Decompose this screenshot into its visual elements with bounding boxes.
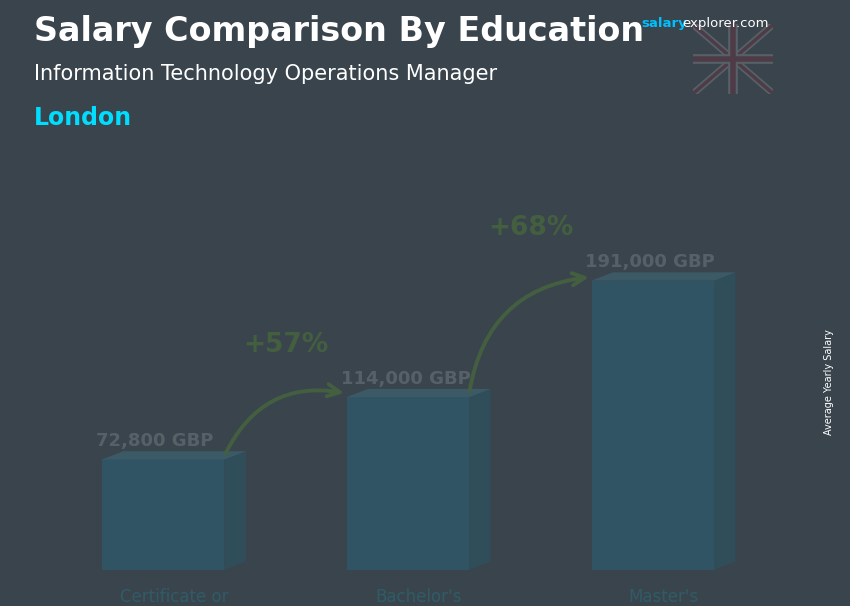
Text: Bachelor's
Degree: Bachelor's Degree bbox=[376, 588, 462, 606]
Text: 191,000 GBP: 191,000 GBP bbox=[586, 253, 715, 271]
Text: explorer.com: explorer.com bbox=[683, 17, 769, 30]
Text: Master's
Degree: Master's Degree bbox=[628, 588, 699, 606]
Polygon shape bbox=[347, 397, 469, 570]
Text: 72,800 GBP: 72,800 GBP bbox=[96, 432, 213, 450]
Text: +57%: +57% bbox=[243, 331, 328, 358]
Polygon shape bbox=[469, 389, 490, 570]
Text: salary: salary bbox=[642, 17, 688, 30]
Polygon shape bbox=[592, 272, 735, 281]
Text: London: London bbox=[34, 106, 132, 130]
Polygon shape bbox=[102, 459, 224, 570]
Text: +68%: +68% bbox=[488, 215, 573, 241]
Text: Salary Comparison By Education: Salary Comparison By Education bbox=[34, 15, 644, 48]
Polygon shape bbox=[714, 272, 735, 570]
Polygon shape bbox=[102, 451, 246, 459]
Polygon shape bbox=[592, 281, 714, 570]
Polygon shape bbox=[347, 389, 490, 397]
Text: 114,000 GBP: 114,000 GBP bbox=[341, 370, 470, 388]
Text: Average Yearly Salary: Average Yearly Salary bbox=[824, 329, 834, 435]
Text: Information Technology Operations Manager: Information Technology Operations Manage… bbox=[34, 64, 497, 84]
Text: Certificate or
Diploma: Certificate or Diploma bbox=[120, 588, 228, 606]
Polygon shape bbox=[224, 451, 246, 570]
